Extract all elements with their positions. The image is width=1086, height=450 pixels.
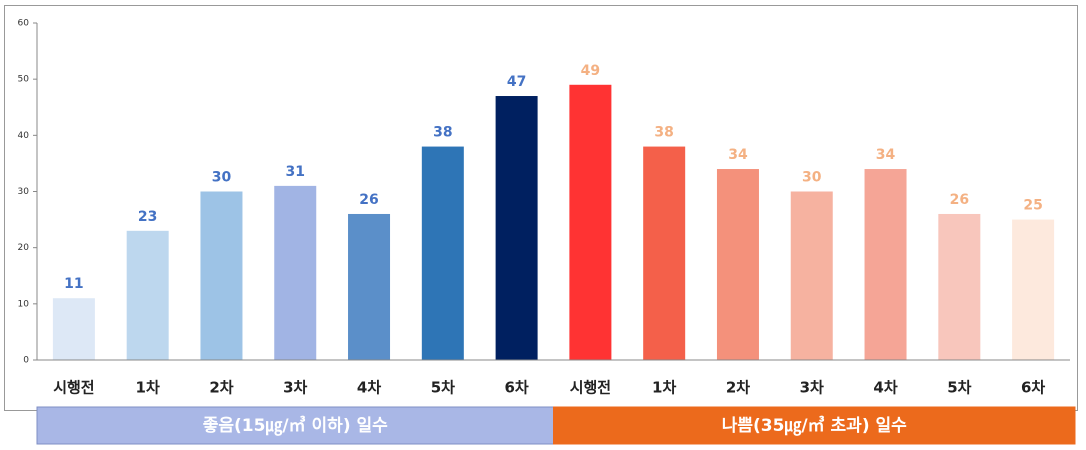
group-band	[553, 406, 1076, 445]
value-label: 30	[212, 170, 232, 186]
bar	[52, 298, 95, 360]
group-label: 좋음(15㎍/㎥ 이하) 일수	[203, 415, 388, 437]
x-tick-label: 1차	[652, 379, 676, 397]
y-tick-label: 50	[18, 75, 30, 85]
y-tick-label: 40	[18, 131, 30, 141]
value-label: 34	[728, 147, 748, 163]
bar	[126, 230, 169, 360]
bar	[643, 146, 686, 360]
bar	[864, 169, 907, 360]
y-tick-label: 0	[23, 356, 29, 366]
bar	[200, 191, 243, 360]
bar	[790, 191, 833, 360]
x-tick-label: 5차	[947, 379, 971, 397]
x-tick-label: 4차	[357, 379, 381, 397]
x-tick-label: 6차	[504, 379, 528, 397]
value-label: 26	[359, 192, 378, 208]
bar	[348, 213, 391, 360]
group-band	[36, 406, 554, 445]
value-label: 26	[950, 192, 969, 208]
value-label: 49	[581, 63, 600, 79]
value-label: 38	[433, 125, 452, 141]
y-tick-label: 10	[18, 299, 30, 309]
bar	[938, 213, 981, 360]
value-label: 38	[654, 125, 673, 141]
x-tick-label: 3차	[283, 379, 307, 397]
bar	[716, 169, 759, 360]
value-label: 34	[876, 147, 896, 163]
value-label: 25	[1023, 198, 1042, 214]
x-tick-label: 시행전	[53, 379, 94, 397]
bar	[569, 84, 612, 361]
y-tick-label: 20	[18, 243, 30, 253]
value-label: 11	[64, 276, 83, 292]
x-tick-label: 2차	[726, 379, 750, 397]
x-tick-label: 2차	[209, 379, 233, 397]
x-tick-label: 시행전	[570, 379, 611, 397]
bar	[421, 146, 464, 360]
y-tick-label: 30	[18, 187, 30, 197]
bar	[495, 96, 538, 361]
value-label: 23	[138, 209, 157, 225]
x-tick-label: 5차	[431, 379, 455, 397]
x-tick-label: 4차	[873, 379, 897, 397]
group-label: 나쁨(35㎍/㎥ 초과) 일수	[722, 415, 907, 437]
bar	[1012, 219, 1055, 360]
value-label: 47	[507, 74, 526, 90]
y-tick-label: 60	[18, 19, 30, 29]
value-label: 30	[802, 170, 822, 186]
x-tick-label: 1차	[136, 379, 160, 397]
bar	[274, 185, 317, 360]
x-tick-label: 6차	[1021, 379, 1045, 397]
value-label: 31	[286, 164, 305, 180]
x-tick-label: 3차	[800, 379, 824, 397]
